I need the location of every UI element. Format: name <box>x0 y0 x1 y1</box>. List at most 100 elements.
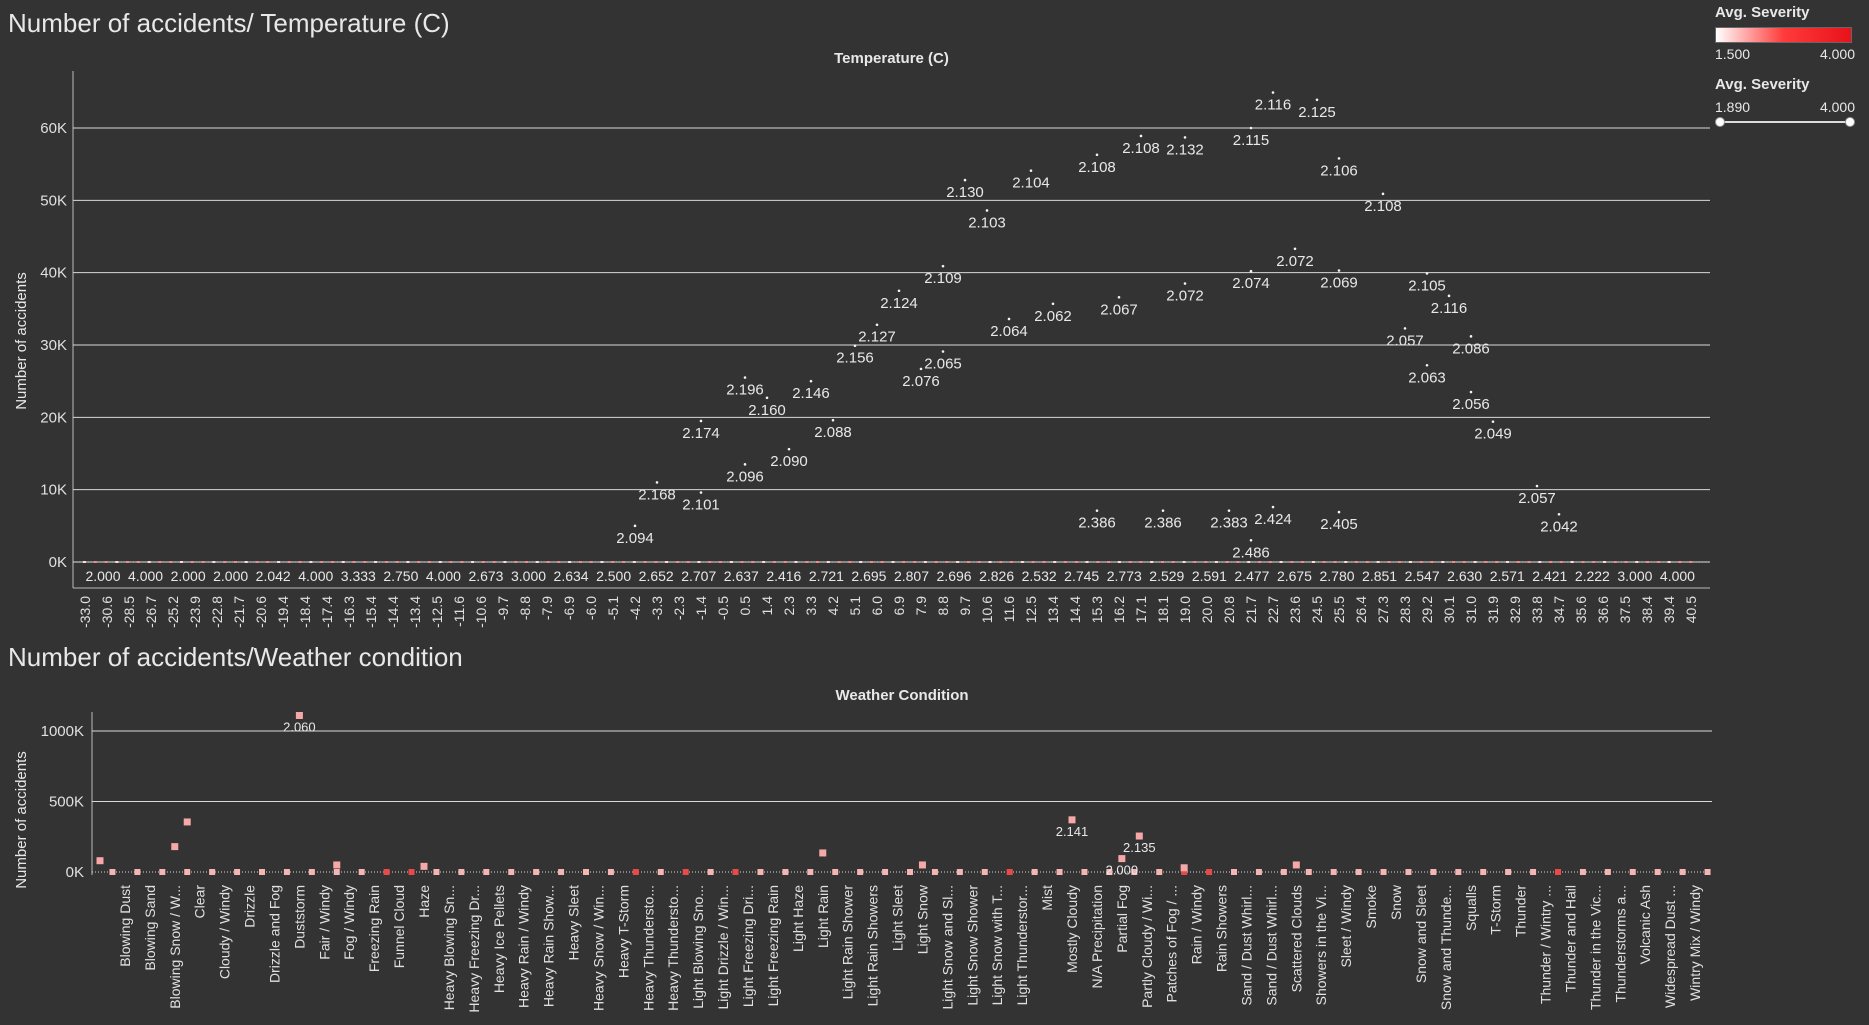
chart1-baseline-mark <box>923 561 927 563</box>
chart2-baseline-mark <box>981 869 988 875</box>
chart1-baseline-mark <box>869 561 873 563</box>
chart2-baseline-mark <box>483 869 490 875</box>
chart1-baseline-mark <box>427 561 431 563</box>
chart2-baseline-mark <box>1031 869 1038 875</box>
chart1-baseline-mark <box>1128 561 1132 563</box>
weather-scatter-chart[interactable]: Weather Condition Number of accidents 0K 50… <box>0 680 1869 1025</box>
chart1-x-tick: -19.4 <box>275 596 291 628</box>
chart1-point-label: 2.072 <box>1276 253 1314 270</box>
chart1-baseline-mark <box>794 561 798 563</box>
chart1-x-tick: 15.3 <box>1089 596 1105 623</box>
chart1-baseline-label: 2.652 <box>639 568 674 584</box>
chart1-baseline-label: 4.000 <box>298 568 333 584</box>
chart1-y-tick: 10K <box>40 482 67 499</box>
slider-handle-max[interactable] <box>1845 117 1855 127</box>
chart1-baseline-mark <box>1161 561 1164 563</box>
chart2-x-tick: Light Drizzle / Win... <box>715 885 731 1009</box>
chart1-x-tick: 10.6 <box>979 596 995 623</box>
chart1-point-label: 2.094 <box>616 530 654 547</box>
chart1-point-label: 2.067 <box>1100 301 1138 318</box>
chart1-baseline-mark <box>1602 561 1606 563</box>
chart2-point <box>420 862 428 870</box>
chart1-baseline-label: 2.696 <box>937 568 972 584</box>
chart1-y-tick: 60K <box>40 120 67 137</box>
chart1-baseline-mark <box>1365 561 1369 563</box>
severity-filter[interactable]: Avg. Severity 1.890 4.000 <box>1715 76 1865 127</box>
chart1-point-label: 2.090 <box>770 453 808 470</box>
chart2-x-tick: Light Freezing Rain <box>765 885 781 1006</box>
chart1-point-label: 2.386 <box>1144 515 1182 532</box>
chart1-x-tick: 28.3 <box>1397 596 1413 623</box>
severity-range-slider[interactable] <box>1715 117 1855 127</box>
chart2-axis-title: Weather Condition <box>835 687 968 704</box>
chart1-baseline-label: 2.591 <box>1192 568 1227 584</box>
chart2-baseline-mark <box>1629 869 1636 875</box>
chart1-point-label: 2.088 <box>814 424 852 441</box>
chart1-x-tick: -15.4 <box>363 596 379 628</box>
chart1-baseline-mark <box>503 561 507 563</box>
chart1-baseline-mark <box>999 561 1003 563</box>
chart1-x-tick: -5.1 <box>605 596 621 620</box>
chart1-baseline-mark <box>772 561 776 563</box>
chart1-x-tick: 20.0 <box>1199 596 1215 623</box>
chart1-baseline-label: 2.000 <box>171 568 206 584</box>
chart2-baseline-mark <box>358 869 365 875</box>
chart1-baseline-mark <box>805 561 809 563</box>
chart1-baseline-mark <box>1053 561 1057 563</box>
chart1-x-tick: -30.6 <box>99 596 115 628</box>
chart2-point-label: 2.135 <box>1123 840 1156 855</box>
chart1-x-tick: 2.3 <box>781 596 797 616</box>
chart1-baseline-mark <box>266 561 270 563</box>
chart1-baseline-label: 2.637 <box>724 568 759 584</box>
chart1-baseline-mark <box>492 561 496 563</box>
chart1-baseline-label: 4.000 <box>426 568 461 584</box>
chart1-baseline-mark <box>93 561 97 563</box>
chart1-baseline-mark <box>956 561 960 563</box>
chart1-x-tick: 33.8 <box>1529 596 1545 623</box>
chart1-baseline-mark <box>471 561 475 563</box>
chart1-baseline-label: 2.675 <box>1277 568 1312 584</box>
chart1-x-tick: -10.6 <box>473 596 489 628</box>
chart2-x-tick: Funnel Cloud <box>391 885 407 968</box>
chart1-baseline-label: 2.721 <box>809 568 844 584</box>
chart1-point <box>853 344 857 348</box>
slider-track <box>1719 121 1851 123</box>
chart1-baseline-label: 2.000 <box>213 568 248 584</box>
slider-handle-min[interactable] <box>1715 117 1725 127</box>
chart1-baseline-mark <box>1613 561 1617 563</box>
color-gradient-bar <box>1715 27 1852 43</box>
chart1-point-label: 2.130 <box>946 184 984 201</box>
chart2-x-tick: Patches of Fog / ... <box>1164 885 1180 1003</box>
chart1-baseline-mark <box>665 561 669 563</box>
temperature-scatter-chart[interactable]: Temperature (C) Number of accidents 0K 10K 2… <box>0 40 1869 680</box>
chart2-x-tick: Thunder <box>1513 885 1529 937</box>
chart2-x-tick: Rain / Windy <box>1189 885 1205 964</box>
chart1-x-tick: 6.9 <box>891 596 907 616</box>
chart1-baseline-mark <box>1322 561 1326 563</box>
chart1-point-label: 2.405 <box>1320 516 1358 533</box>
chart2-x-tick: Thunder / Wintry ... <box>1538 885 1554 1004</box>
chart2-baseline-mark <box>1206 869 1213 875</box>
chart2-title: Number of accidents/Weather condition <box>8 642 463 672</box>
chart1-baseline-mark <box>783 561 787 563</box>
chart1-x-tick: -0.5 <box>715 596 731 620</box>
chart1-x-tick: -23.9 <box>187 596 203 628</box>
chart1-point <box>985 209 989 212</box>
chart1-baseline-mark <box>438 561 442 563</box>
chart1-baseline-mark <box>1441 561 1445 563</box>
chart1-x-tick: -11.6 <box>451 596 467 627</box>
chart1-x-tick: 11.6 <box>1001 596 1017 622</box>
chart1-baseline-mark <box>1333 561 1337 563</box>
chart2-point <box>918 861 926 869</box>
chart2-y-tick: 500K <box>49 794 84 811</box>
chart2-baseline-mark <box>707 869 714 875</box>
chart1-x-tick: 17.1 <box>1133 596 1149 623</box>
chart1-baseline-mark <box>406 561 410 563</box>
chart1-point-label: 2.086 <box>1452 340 1490 357</box>
chart2-baseline-mark <box>1654 869 1661 875</box>
chart2-x-tick: Light Sleet <box>890 885 906 951</box>
chart1-baseline-mark <box>675 561 679 563</box>
chart1-baseline-mark <box>384 561 388 563</box>
chart2-point <box>171 843 179 851</box>
chart1-baseline-mark <box>1559 561 1563 563</box>
